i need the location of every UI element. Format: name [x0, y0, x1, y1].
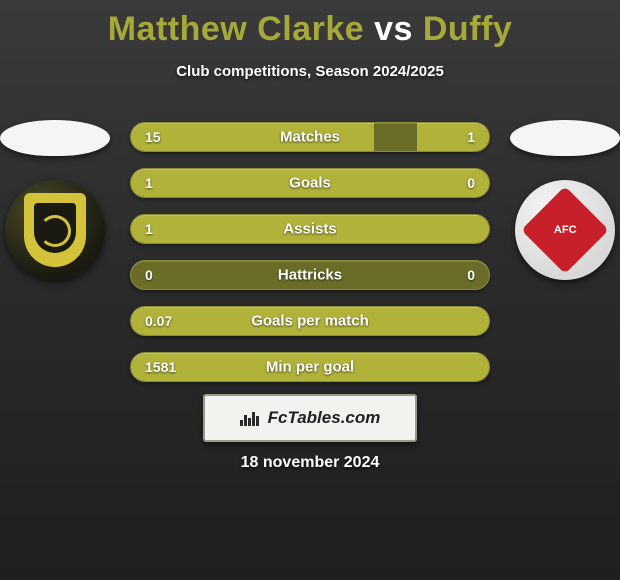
stats-bars: 15 1 Matches 1 0 Goals 1 Assists 0 0 Hattricks 0.07… — [130, 122, 490, 398]
stat-value-right: 0 — [467, 175, 475, 191]
title-player1: Matthew Clarke — [108, 10, 364, 48]
date-stamp: 18 november 2024 — [241, 454, 380, 472]
stat-value-left: 0.07 — [145, 313, 172, 329]
stat-label: Goals — [289, 175, 331, 192]
stat-row: 1 0 Goals — [130, 168, 490, 198]
stat-value-left: 1 — [145, 221, 153, 237]
stat-row: 1 Assists — [130, 214, 490, 244]
page-title: Matthew Clarke vs Duffy — [0, 0, 620, 49]
stat-row: 1581 Min per goal — [130, 352, 490, 382]
stat-value-left: 0 — [145, 267, 153, 283]
player-left-silhouette-icon — [0, 120, 110, 156]
stat-label: Hattricks — [278, 267, 342, 284]
subtitle: Club competitions, Season 2024/2025 — [0, 63, 620, 80]
stat-label: Min per goal — [266, 359, 354, 376]
stat-row: 15 1 Matches — [130, 122, 490, 152]
stat-label: Goals per match — [251, 313, 369, 330]
club-crest-right-icon: AFC — [515, 180, 615, 280]
title-vs: vs — [374, 10, 413, 48]
stat-value-right: 1 — [467, 129, 475, 145]
stat-row: 0.07 Goals per match — [130, 306, 490, 336]
player-right-silhouette-icon — [510, 120, 620, 156]
brand-spark-icon — [240, 410, 262, 426]
stat-fill-right — [417, 123, 489, 151]
brand-text: FcTables.com — [268, 408, 381, 428]
player-left-panel — [0, 120, 115, 280]
club-crest-left-icon — [5, 180, 105, 280]
stat-label: Assists — [283, 221, 336, 238]
brand-box: FcTables.com — [203, 394, 417, 442]
stat-value-right: 0 — [467, 267, 475, 283]
stat-label: Matches — [280, 129, 340, 146]
stat-value-left: 1581 — [145, 359, 176, 375]
stat-row: 0 0 Hattricks — [130, 260, 490, 290]
title-player2: Duffy — [423, 10, 512, 48]
stat-value-left: 15 — [145, 129, 161, 145]
player-right-panel: AFC — [505, 120, 620, 280]
crest-right-text: AFC — [554, 224, 577, 236]
stat-value-left: 1 — [145, 175, 153, 191]
